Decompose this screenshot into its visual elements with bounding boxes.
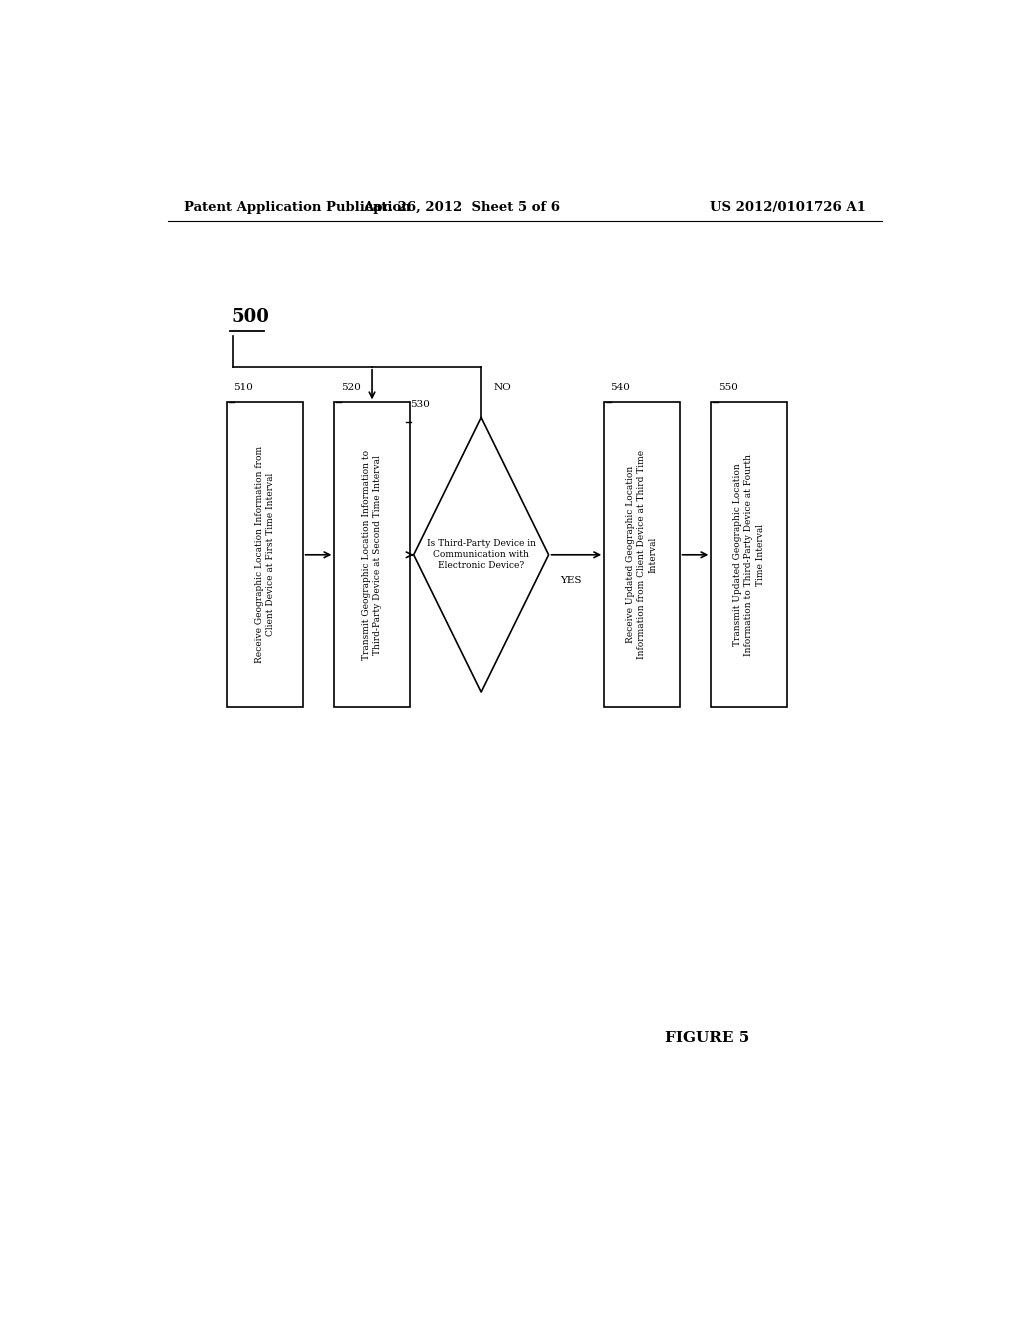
- Text: Transmit Geographic Location Information to
Third-Party Device at Second Time In: Transmit Geographic Location Information…: [361, 450, 382, 660]
- Text: US 2012/0101726 A1: US 2012/0101726 A1: [711, 201, 866, 214]
- Bar: [227, 403, 303, 708]
- Text: 540: 540: [610, 383, 631, 392]
- Text: Receive Updated Geographic Location
Information from Client Device at Third Time: Receive Updated Geographic Location Info…: [627, 450, 657, 660]
- Text: 550: 550: [718, 383, 737, 392]
- Text: 530: 530: [410, 400, 430, 409]
- Text: FIGURE 5: FIGURE 5: [666, 1031, 750, 1044]
- Text: Patent Application Publication: Patent Application Publication: [183, 201, 411, 214]
- Text: Apr. 26, 2012  Sheet 5 of 6: Apr. 26, 2012 Sheet 5 of 6: [362, 201, 560, 214]
- Text: 500: 500: [231, 308, 269, 326]
- Bar: [604, 403, 680, 708]
- Text: Receive Geographic Location Information from
Client Device at First Time Interva: Receive Geographic Location Information …: [255, 446, 275, 664]
- Text: 520: 520: [341, 383, 360, 392]
- Text: 510: 510: [233, 383, 253, 392]
- Bar: [334, 403, 410, 708]
- Bar: [712, 403, 786, 708]
- Text: Is Third-Party Device in
Communication with
Electronic Device?: Is Third-Party Device in Communication w…: [427, 539, 536, 570]
- Text: YES: YES: [560, 576, 582, 585]
- Text: NO: NO: [494, 383, 511, 392]
- Text: Transmit Updated Geographic Location
Information to Third-Party Device at Fourth: Transmit Updated Geographic Location Inf…: [733, 454, 765, 656]
